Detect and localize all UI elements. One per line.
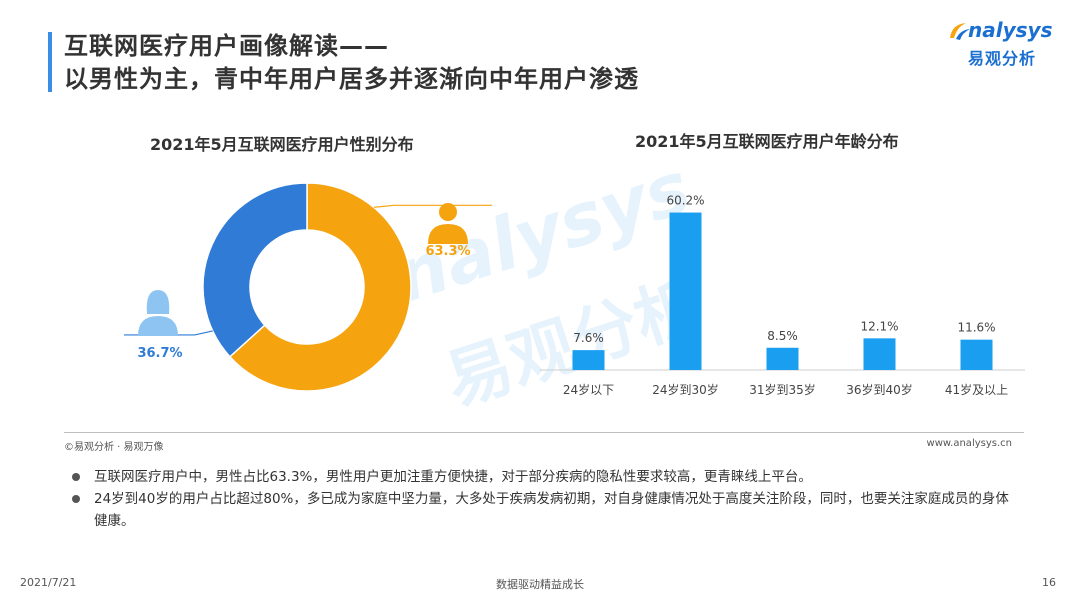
bullet-item: 24岁到40岁的用户占比超过80%，多已成为家庭中坚力量，大多处于疾病发病初期，…: [72, 488, 1022, 532]
footer-slogan: 数据驱动精益成长: [496, 578, 584, 591]
bullet-dot-icon: [72, 473, 80, 481]
bar-value-label: 8.5%: [767, 329, 798, 343]
bar-value-label: 12.1%: [860, 319, 898, 333]
x-tick-label: 36岁到40岁: [846, 382, 913, 397]
analysys-logo: nalysys 易观分析: [946, 18, 1056, 70]
logo-text-cn: 易观分析: [968, 49, 1037, 68]
bullet-text: 互联网医疗用户中，男性占比63.3%，男性用户更加注重方便快捷，对于部分疾病的隐…: [94, 469, 812, 485]
female-user-icon: [138, 290, 178, 336]
page-title: 互联网医疗用户画像解读—— 以男性为主，青中年用户居多并逐渐向中年用户渗透: [64, 30, 639, 96]
bar: [960, 339, 993, 370]
bullet-dot-icon: [72, 495, 80, 503]
gender-chart-title: 2021年5月互联网医疗用户性别分布: [150, 135, 414, 154]
page-title-line1: 互联网医疗用户画像解读——: [64, 32, 389, 60]
bullet-text: 24岁到40岁的用户占比超过80%，多已成为家庭中坚力量，大多处于疾病发病初期，…: [94, 491, 1009, 529]
bar: [863, 338, 896, 370]
male-percent-label: 63.3%: [425, 244, 470, 259]
donut-slice: [202, 182, 308, 358]
bullet-item: 互联网医疗用户中，男性占比63.3%，男性用户更加注重方便快捷，对于部分疾病的隐…: [72, 466, 1022, 488]
age-bar-chart: 7.6% 24岁以下 60.2% 24岁到30岁 8.5% 31岁到35岁 12.1% 36岁…: [540, 194, 1025, 397]
logo-swoosh-icon: [950, 23, 970, 40]
bar: [572, 350, 605, 370]
bar-value-label: 11.6%: [957, 321, 995, 335]
bar-value-label: 60.2%: [666, 194, 704, 208]
logo-text-en: nalysys: [968, 18, 1053, 42]
bar-value-label: 7.6%: [573, 331, 604, 345]
x-tick-label: 24岁到30岁: [652, 382, 719, 397]
x-tick-label: 24岁以下: [563, 382, 614, 397]
female-percent-label: 36.7%: [137, 346, 182, 361]
divider: [64, 432, 1024, 433]
title-accent-bar: [48, 32, 52, 92]
bullet-list: 互联网医疗用户中，男性占比63.3%，男性用户更加注重方便快捷，对于部分疾病的隐…: [72, 466, 1022, 532]
bar: [669, 212, 702, 370]
site-url: www.analysys.cn: [926, 438, 1012, 449]
page-title-line2: 以男性为主，青中年用户居多并逐渐向中年用户渗透: [64, 65, 639, 93]
x-tick-label: 31岁到35岁: [749, 382, 816, 397]
age-chart-title: 2021年5月互联网医疗用户年龄分布: [635, 132, 899, 151]
male-callout-line: [373, 204, 492, 208]
x-tick-label: 41岁及以上: [945, 382, 1008, 397]
donut-slice: [228, 182, 412, 392]
footer-date: 2021/7/21: [20, 576, 77, 589]
page-number: 16: [1042, 576, 1056, 589]
gender-donut-chart: 63.3% 36.7%: [124, 182, 492, 392]
source-note: ©易观分析 · 易观万像: [64, 442, 164, 453]
male-user-icon: [428, 203, 468, 244]
bar: [766, 347, 799, 370]
